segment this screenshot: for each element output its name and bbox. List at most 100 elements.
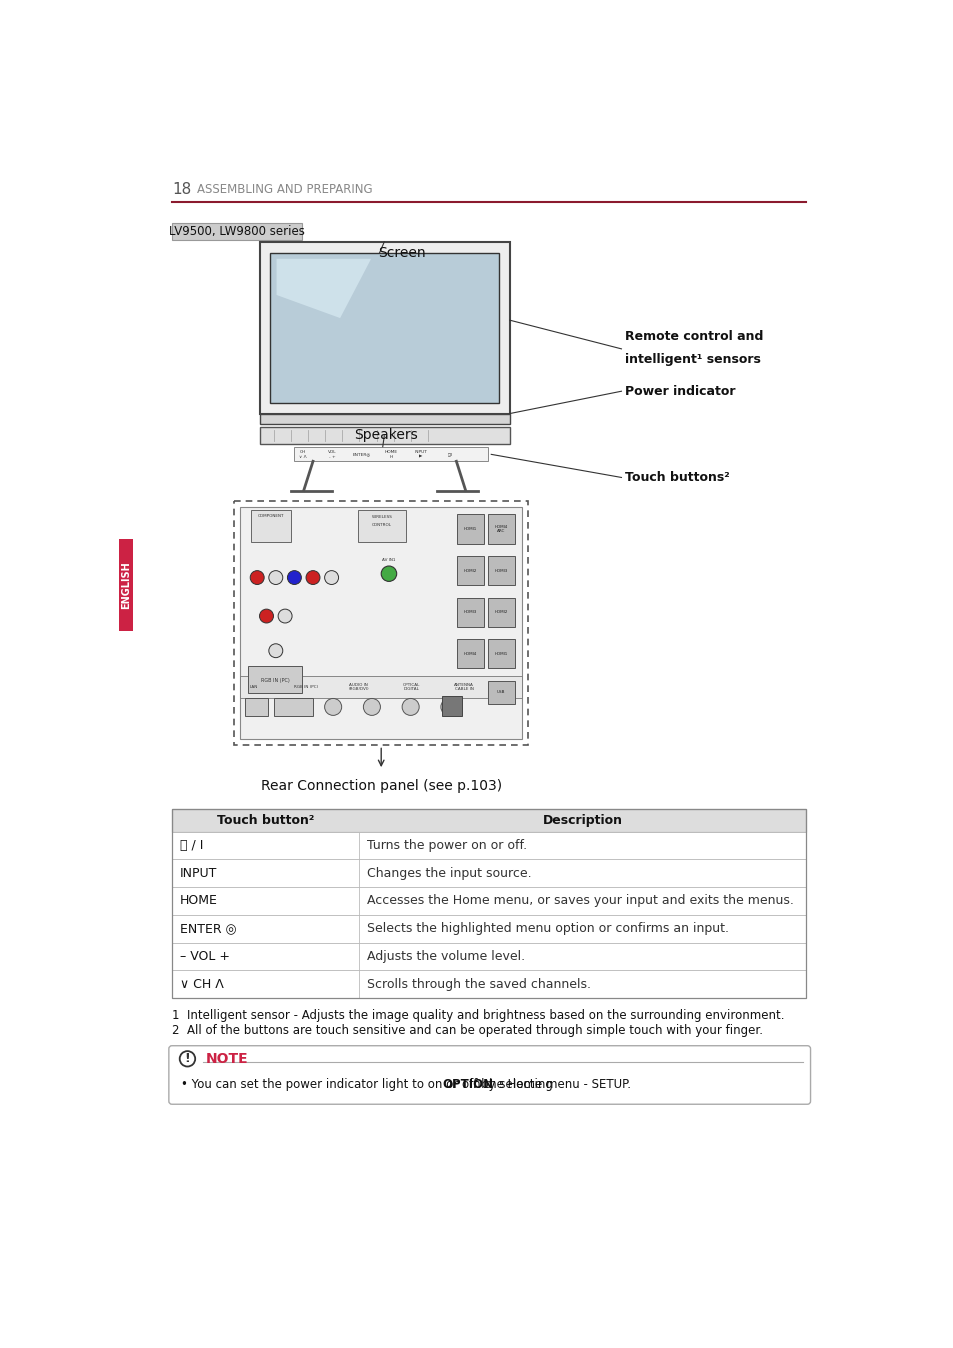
Text: ENTER ◎: ENTER ◎ (179, 922, 236, 936)
Text: • You can set the power indicator light to on or off by selecting: • You can set the power indicator light … (181, 1077, 557, 1091)
Text: HDMI1: HDMI1 (463, 527, 476, 531)
Text: Touch buttons²: Touch buttons² (624, 470, 728, 484)
Text: 18: 18 (172, 182, 191, 197)
Text: CH
∨ Λ: CH ∨ Λ (299, 450, 307, 458)
Text: NOTE: NOTE (206, 1051, 249, 1066)
Bar (172, 224, 302, 240)
Bar (270, 252, 498, 403)
Circle shape (381, 566, 396, 581)
Text: CONTROL: CONTROL (372, 523, 392, 527)
Text: RGB IN (PC): RGB IN (PC) (260, 678, 289, 683)
Bar (172, 942, 805, 971)
Text: ∨ CH Λ: ∨ CH Λ (179, 977, 223, 991)
Text: AV IN1: AV IN1 (382, 558, 395, 562)
Bar (456, 555, 483, 585)
Text: HDMI3: HDMI3 (463, 611, 476, 615)
Text: INPUT: INPUT (179, 867, 217, 880)
Bar (240, 507, 521, 739)
Text: Adjusts the volume level.: Adjusts the volume level. (367, 950, 525, 962)
Text: ASSEMBLING AND PREPARING: ASSEMBLING AND PREPARING (196, 183, 372, 195)
Text: AUDIO IN
(RGB/DVI): AUDIO IN (RGB/DVI) (348, 682, 369, 692)
Circle shape (179, 1051, 195, 1066)
Text: ENTER◎: ENTER◎ (353, 453, 371, 457)
Text: OPTICAL
DIGITAL: OPTICAL DIGITAL (402, 682, 419, 692)
Text: Power indicator: Power indicator (624, 384, 734, 398)
Bar (245, 698, 268, 716)
Text: OPTION: OPTION (441, 1077, 493, 1091)
Circle shape (287, 570, 301, 585)
Bar (441, 696, 461, 716)
Text: RGB IN (PC): RGB IN (PC) (294, 685, 317, 689)
Bar (488, 639, 514, 669)
Text: Selects the highlighted menu option or confirms an input.: Selects the highlighted menu option or c… (367, 922, 728, 936)
Bar (357, 510, 406, 542)
Text: ⏻ / I: ⏻ / I (179, 838, 203, 852)
Text: HOME: HOME (179, 895, 217, 907)
Bar (274, 698, 313, 716)
Circle shape (278, 609, 292, 623)
Circle shape (269, 644, 282, 658)
Text: Touch button²: Touch button² (217, 814, 314, 826)
Polygon shape (276, 259, 371, 318)
Circle shape (324, 570, 338, 585)
Bar (233, 500, 528, 745)
Text: Speakers: Speakers (354, 429, 417, 442)
Text: INPUT
▶: INPUT ▶ (414, 450, 427, 458)
Text: 2  All of the buttons are touch sensitive and can be operated through simple tou: 2 All of the buttons are touch sensitive… (172, 1024, 762, 1037)
Circle shape (250, 570, 264, 585)
Bar (259, 414, 509, 425)
Bar (488, 555, 514, 585)
Bar (259, 427, 509, 445)
Text: HDMI4: HDMI4 (463, 652, 476, 655)
Bar (488, 681, 514, 704)
Text: USB: USB (497, 690, 505, 694)
Text: in the Home menu - SETUP.: in the Home menu - SETUP. (465, 1077, 630, 1091)
Bar (172, 860, 805, 887)
Text: Accesses the Home menu, or saves your input and exits the menus.: Accesses the Home menu, or saves your in… (367, 895, 793, 907)
Text: 1  Intelligent sensor - Adjusts the image quality and brightness based on the su: 1 Intelligent sensor - Adjusts the image… (172, 1008, 783, 1022)
Text: Turns the power on or off.: Turns the power on or off. (367, 838, 527, 852)
Text: Remote control and: Remote control and (624, 330, 762, 342)
Bar (259, 241, 509, 414)
Bar (456, 639, 483, 669)
Text: ANTENNA
CABLE IN: ANTENNA CABLE IN (454, 682, 474, 692)
Text: VOL
- +: VOL - + (328, 450, 336, 458)
Circle shape (306, 570, 319, 585)
Circle shape (324, 698, 341, 716)
Bar (294, 448, 488, 461)
Bar (172, 887, 805, 915)
Bar (172, 809, 805, 832)
Circle shape (402, 698, 418, 716)
Text: LV9500, LW9800 series: LV9500, LW9800 series (169, 225, 305, 239)
Bar (172, 971, 805, 998)
Text: Screen: Screen (377, 247, 425, 260)
Bar (251, 510, 291, 542)
Text: HDMI2: HDMI2 (494, 611, 508, 615)
Text: ⏻/I: ⏻/I (447, 453, 453, 457)
Text: HDMI3: HDMI3 (494, 569, 508, 573)
Bar (488, 515, 514, 543)
Text: WIRELESS: WIRELESS (371, 515, 392, 519)
Bar (172, 915, 805, 942)
Text: !: ! (184, 1053, 191, 1065)
FancyBboxPatch shape (169, 1046, 810, 1104)
Bar (456, 597, 483, 627)
Text: HDMI4
ARC: HDMI4 ARC (495, 524, 507, 534)
Text: – VOL +: – VOL + (179, 950, 230, 962)
Bar (119, 539, 133, 631)
Text: HDMI2: HDMI2 (463, 569, 476, 573)
Text: Rear Connection panel (see p.103): Rear Connection panel (see p.103) (260, 779, 501, 794)
Bar (172, 832, 805, 860)
Bar (240, 677, 521, 698)
Bar (248, 666, 302, 693)
Text: Description: Description (542, 814, 622, 826)
Circle shape (363, 698, 380, 716)
Text: HOME
H: HOME H (384, 450, 397, 458)
Text: HDMI1: HDMI1 (495, 652, 507, 655)
Text: Scrolls through the saved channels.: Scrolls through the saved channels. (367, 977, 591, 991)
Text: intelligent¹ sensors: intelligent¹ sensors (624, 353, 760, 367)
Circle shape (269, 570, 282, 585)
Bar (488, 597, 514, 627)
Bar (456, 515, 483, 543)
Text: COMPONENT: COMPONENT (257, 515, 284, 519)
